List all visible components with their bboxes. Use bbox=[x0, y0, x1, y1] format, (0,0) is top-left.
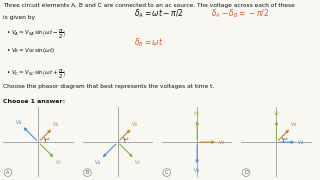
Text: $\bullet$ $V_C = V_{0C}\,\sin\!\left(\omega t + \dfrac{\pi}{2}\right)$: $\bullet$ $V_C = V_{0C}\,\sin\!\left(\om… bbox=[6, 67, 67, 80]
Text: $\omega t$: $\omega t$ bbox=[282, 135, 289, 142]
Text: is given by: is given by bbox=[3, 15, 35, 20]
Text: Choose 1 answer:: Choose 1 answer: bbox=[3, 99, 66, 104]
Text: $\delta_A - \delta_B = -\pi/2$: $\delta_A - \delta_B = -\pi/2$ bbox=[211, 7, 269, 20]
Text: $\bullet$ $V_A = V_{0A}\,\sin\!\left(\omega t - \dfrac{\pi}{2}\right)$: $\bullet$ $V_A = V_{0A}\,\sin\!\left(\om… bbox=[6, 27, 67, 40]
Text: $\bullet$ $V_B = V_{0B}\,\sin(\omega t)$: $\bullet$ $V_B = V_{0B}\,\sin(\omega t)$ bbox=[6, 46, 55, 55]
Text: $\omega t$: $\omega t$ bbox=[44, 135, 51, 142]
Text: C: C bbox=[165, 170, 168, 175]
Text: $V_{C}$: $V_{C}$ bbox=[273, 109, 280, 118]
Text: $V_{B}$: $V_{B}$ bbox=[132, 120, 139, 129]
Text: $V_{B}$: $V_{B}$ bbox=[52, 120, 60, 129]
Text: Choose the phasor diagram that best represents the voltages at time t.: Choose the phasor diagram that best repr… bbox=[3, 84, 214, 89]
Text: A: A bbox=[6, 170, 10, 175]
Text: $\omega t$: $\omega t$ bbox=[123, 135, 130, 142]
Text: $V_{A}$: $V_{A}$ bbox=[94, 158, 101, 167]
Text: $V_{A}$: $V_{A}$ bbox=[297, 138, 305, 147]
Text: D: D bbox=[244, 170, 248, 175]
Text: $V_{A}$: $V_{A}$ bbox=[193, 166, 201, 175]
Text: $V_{C}$: $V_{C}$ bbox=[193, 109, 201, 118]
Text: $V_{A}$: $V_{A}$ bbox=[15, 118, 22, 127]
Text: $V_{B}$: $V_{B}$ bbox=[218, 138, 225, 147]
Text: Three circuit elements A, B and C are connected to an ac source. The voltage acr: Three circuit elements A, B and C are co… bbox=[3, 3, 295, 8]
Text: $V_{C}$: $V_{C}$ bbox=[134, 158, 142, 167]
Text: $V_{C}$: $V_{C}$ bbox=[55, 158, 62, 167]
Text: $\delta_A = \omega t - \pi/2$: $\delta_A = \omega t - \pi/2$ bbox=[134, 7, 184, 20]
Text: $\delta_B = \omega t$: $\delta_B = \omega t$ bbox=[134, 37, 164, 49]
Text: $V_{B}$: $V_{B}$ bbox=[290, 120, 298, 129]
Text: B: B bbox=[86, 170, 89, 175]
